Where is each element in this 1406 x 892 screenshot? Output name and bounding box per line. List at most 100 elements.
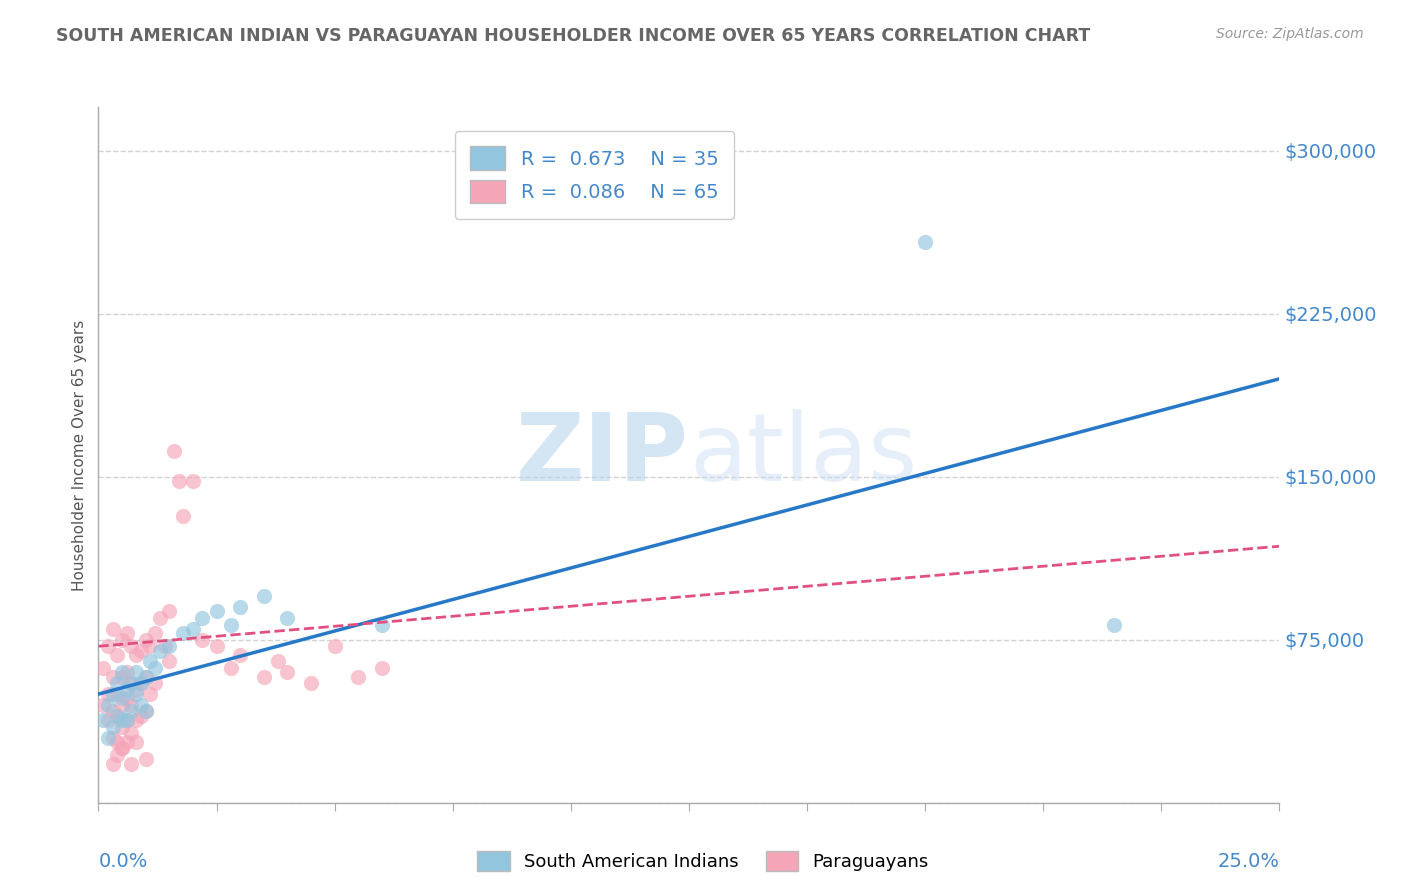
Point	[101, 670, 124, 684]
Point	[135, 670, 157, 684]
Point	[129, 676, 152, 690]
Y-axis label: Householder Income Over 65 years: Householder Income Over 65 years	[72, 319, 87, 591]
Point	[135, 670, 157, 684]
Point	[125, 713, 148, 727]
Text: ZIP: ZIP	[516, 409, 689, 501]
Point	[101, 622, 124, 636]
Point	[129, 698, 152, 712]
Point	[139, 655, 162, 669]
Point	[143, 626, 166, 640]
Point	[914, 235, 936, 249]
Point	[371, 617, 394, 632]
Point	[371, 661, 394, 675]
Point	[181, 474, 204, 488]
Point	[125, 682, 148, 697]
Point	[121, 698, 143, 712]
Point	[91, 713, 114, 727]
Point	[111, 720, 134, 734]
Legend: R =  0.673    N = 35, R =  0.086    N = 65: R = 0.673 N = 35, R = 0.086 N = 65	[454, 130, 734, 219]
Point	[111, 713, 134, 727]
Point	[101, 705, 124, 719]
Point	[125, 665, 148, 680]
Point	[135, 752, 157, 766]
Point	[97, 713, 120, 727]
Point	[253, 670, 276, 684]
Point	[105, 708, 128, 723]
Point	[115, 713, 138, 727]
Point	[101, 731, 124, 745]
Point	[129, 676, 152, 690]
Point	[267, 655, 290, 669]
Point	[143, 676, 166, 690]
Point	[97, 639, 120, 653]
Point	[111, 691, 134, 706]
Point	[276, 665, 298, 680]
Point	[167, 474, 190, 488]
Point	[125, 648, 148, 662]
Point	[91, 698, 114, 712]
Point	[181, 622, 204, 636]
Point	[135, 705, 157, 719]
Point	[111, 670, 134, 684]
Point	[139, 639, 162, 653]
Text: 0.0%: 0.0%	[98, 852, 148, 871]
Point	[157, 639, 180, 653]
Point	[111, 665, 134, 680]
Point	[219, 617, 242, 632]
Point	[97, 731, 120, 745]
Point	[91, 661, 114, 675]
Point	[121, 756, 143, 771]
Point	[115, 713, 138, 727]
Point	[121, 705, 143, 719]
Point	[172, 626, 194, 640]
Point	[143, 661, 166, 675]
Point	[219, 661, 242, 675]
Point	[101, 687, 124, 701]
Point	[229, 600, 252, 615]
Point	[105, 676, 128, 690]
Point	[105, 687, 128, 701]
Text: Source: ZipAtlas.com: Source: ZipAtlas.com	[1216, 27, 1364, 41]
Point	[121, 676, 143, 690]
Text: 25.0%: 25.0%	[1218, 852, 1279, 871]
Point	[323, 639, 346, 653]
Point	[115, 665, 138, 680]
Point	[139, 687, 162, 701]
Point	[121, 726, 143, 740]
Point	[101, 756, 124, 771]
Point	[205, 639, 228, 653]
Point	[121, 676, 143, 690]
Point	[125, 687, 148, 701]
Point	[157, 655, 180, 669]
Point	[299, 676, 322, 690]
Point	[129, 643, 152, 657]
Point	[163, 443, 186, 458]
Point	[253, 589, 276, 603]
Point	[105, 747, 128, 762]
Point	[101, 720, 124, 734]
Point	[115, 682, 138, 697]
Point	[276, 611, 298, 625]
Point	[149, 643, 172, 657]
Point	[97, 687, 120, 701]
Point	[205, 605, 228, 619]
Point	[157, 605, 180, 619]
Point	[153, 639, 176, 653]
Point	[347, 670, 370, 684]
Point	[191, 632, 214, 647]
Point	[135, 705, 157, 719]
Point	[1102, 617, 1125, 632]
Point	[129, 708, 152, 723]
Point	[121, 639, 143, 653]
Point	[105, 708, 128, 723]
Point	[191, 611, 214, 625]
Point	[172, 508, 194, 523]
Point	[111, 632, 134, 647]
Point	[125, 735, 148, 749]
Point	[229, 648, 252, 662]
Legend: South American Indians, Paraguayans: South American Indians, Paraguayans	[470, 844, 936, 879]
Point	[111, 741, 134, 756]
Text: atlas: atlas	[689, 409, 917, 501]
Text: SOUTH AMERICAN INDIAN VS PARAGUAYAN HOUSEHOLDER INCOME OVER 65 YEARS CORRELATION: SOUTH AMERICAN INDIAN VS PARAGUAYAN HOUS…	[56, 27, 1091, 45]
Point	[135, 632, 157, 647]
